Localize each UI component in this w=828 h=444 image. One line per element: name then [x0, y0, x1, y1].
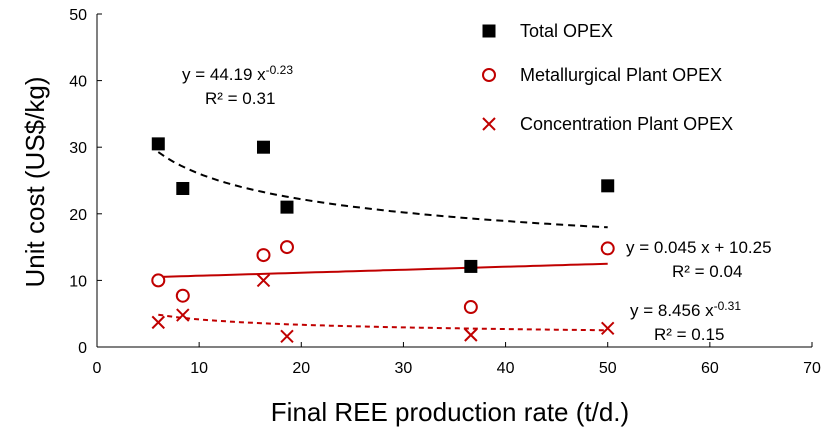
exponent-total-opex: -0.23 [266, 63, 294, 77]
trendline-annotation-metallurgical: y = 0.045 x + 10.25 R² = 0.04 [626, 238, 772, 281]
data-point-concentration-plant-opex-stroke [601, 321, 615, 336]
r-squared-concentration: R² = 0.15 [654, 325, 724, 344]
legend-label-total-opex: Total OPEX [520, 21, 613, 41]
r-squared-metallurgical: R² = 0.04 [672, 262, 742, 281]
plot-area: 0 10 20 30 40 50 0 10 20 30 40 50 60 70 [69, 7, 821, 377]
y-tick-label: 50 [69, 7, 87, 24]
legend-marker-total-opex [482, 24, 496, 38]
legend-marker-concentration-plant-opex-stroke [482, 117, 496, 131]
x-axis-title: Final REE production rate (t/d.) [271, 397, 629, 427]
svg-text:y = 44.19 x-0.23: y = 44.19 x-0.23 [182, 63, 293, 84]
legend-marker-metallurgical-plant-opex [482, 68, 496, 82]
data-point-metallurgical-plant-opex [463, 300, 478, 315]
data-point-total-opex [176, 181, 190, 195]
x-tick-label: 20 [292, 360, 310, 377]
data-point-total-opex [464, 259, 478, 273]
data-point-metallurgical-plant-opex [279, 240, 294, 255]
data-point-concentration-plant-opex [280, 329, 294, 344]
equation-concentration: y = 8.456 x [630, 301, 714, 320]
data-point-concentration-plant-opex-stroke [151, 315, 165, 330]
y-tick-label: 0 [78, 340, 87, 357]
trendline-total-opex [157, 151, 608, 229]
trendline-metallurgical-plant-opex [158, 262, 608, 278]
r-squared-total-opex: R² = 0.31 [205, 89, 275, 108]
y-tick-label: 20 [69, 207, 87, 224]
data-point-total-opex [151, 137, 165, 151]
legend-marker-concentration-plant-opex [482, 117, 496, 131]
data-point-metallurgical-plant-opex [600, 241, 615, 256]
legend-label-concentration-plant-opex: Concentration Plant OPEX [520, 114, 733, 134]
data-point-concentration-plant-opex-stroke [464, 328, 478, 342]
x-tick-label: 50 [599, 360, 617, 377]
y-tick-label: 40 [69, 74, 87, 91]
data-point-concentration-plant-opex-stroke [176, 308, 190, 322]
data-point-total-opex [256, 140, 270, 154]
data-point-concentration-plant-opex [151, 315, 165, 330]
equation-total-opex: y = 44.19 x [182, 65, 266, 84]
data-point-concentration-plant-opex [601, 321, 615, 336]
data-point-total-opex [280, 200, 294, 214]
x-tick-label: 70 [803, 360, 821, 377]
trendline-concentration-plant-opex [158, 313, 608, 332]
svg-text:y = 8.456 x-0.31: y = 8.456 x-0.31 [630, 299, 741, 320]
y-tick-label: 10 [69, 273, 87, 290]
legend: Total OPEX Metallurgical Plant OPEX Conc… [520, 21, 733, 134]
exponent-concentration: -0.31 [714, 299, 742, 313]
y-axis-title: Unit cost (US$/kg) [20, 77, 50, 288]
data-point-concentration-plant-opex [176, 308, 190, 322]
data-point-concentration-plant-opex [464, 328, 478, 342]
data-point-metallurgical-plant-opex [256, 248, 271, 263]
x-tick-label: 30 [395, 360, 413, 377]
data-point-concentration-plant-opex [256, 273, 271, 288]
x-tick-label: 40 [497, 360, 515, 377]
trendline-annotation-total-opex: y = 44.19 x-0.23 R² = 0.31 [182, 63, 293, 108]
data-point-metallurgical-plant-opex [175, 288, 190, 303]
x-tick-label: 60 [701, 360, 719, 377]
trendline-annotation-concentration: y = 8.456 x-0.31 R² = 0.15 [630, 299, 741, 344]
legend-label-metallurgical-plant-opex: Metallurgical Plant OPEX [520, 65, 722, 85]
y-tick-label: 30 [69, 140, 87, 157]
data-point-metallurgical-plant-opex [151, 273, 166, 288]
data-point-concentration-plant-opex-stroke [256, 273, 271, 288]
x-tick-label: 10 [190, 360, 208, 377]
x-tick-label: 0 [93, 360, 102, 377]
data-point-concentration-plant-opex-stroke [280, 329, 294, 344]
equation-metallurgical: y = 0.045 x + 10.25 [626, 238, 772, 257]
data-point-total-opex [601, 179, 615, 193]
